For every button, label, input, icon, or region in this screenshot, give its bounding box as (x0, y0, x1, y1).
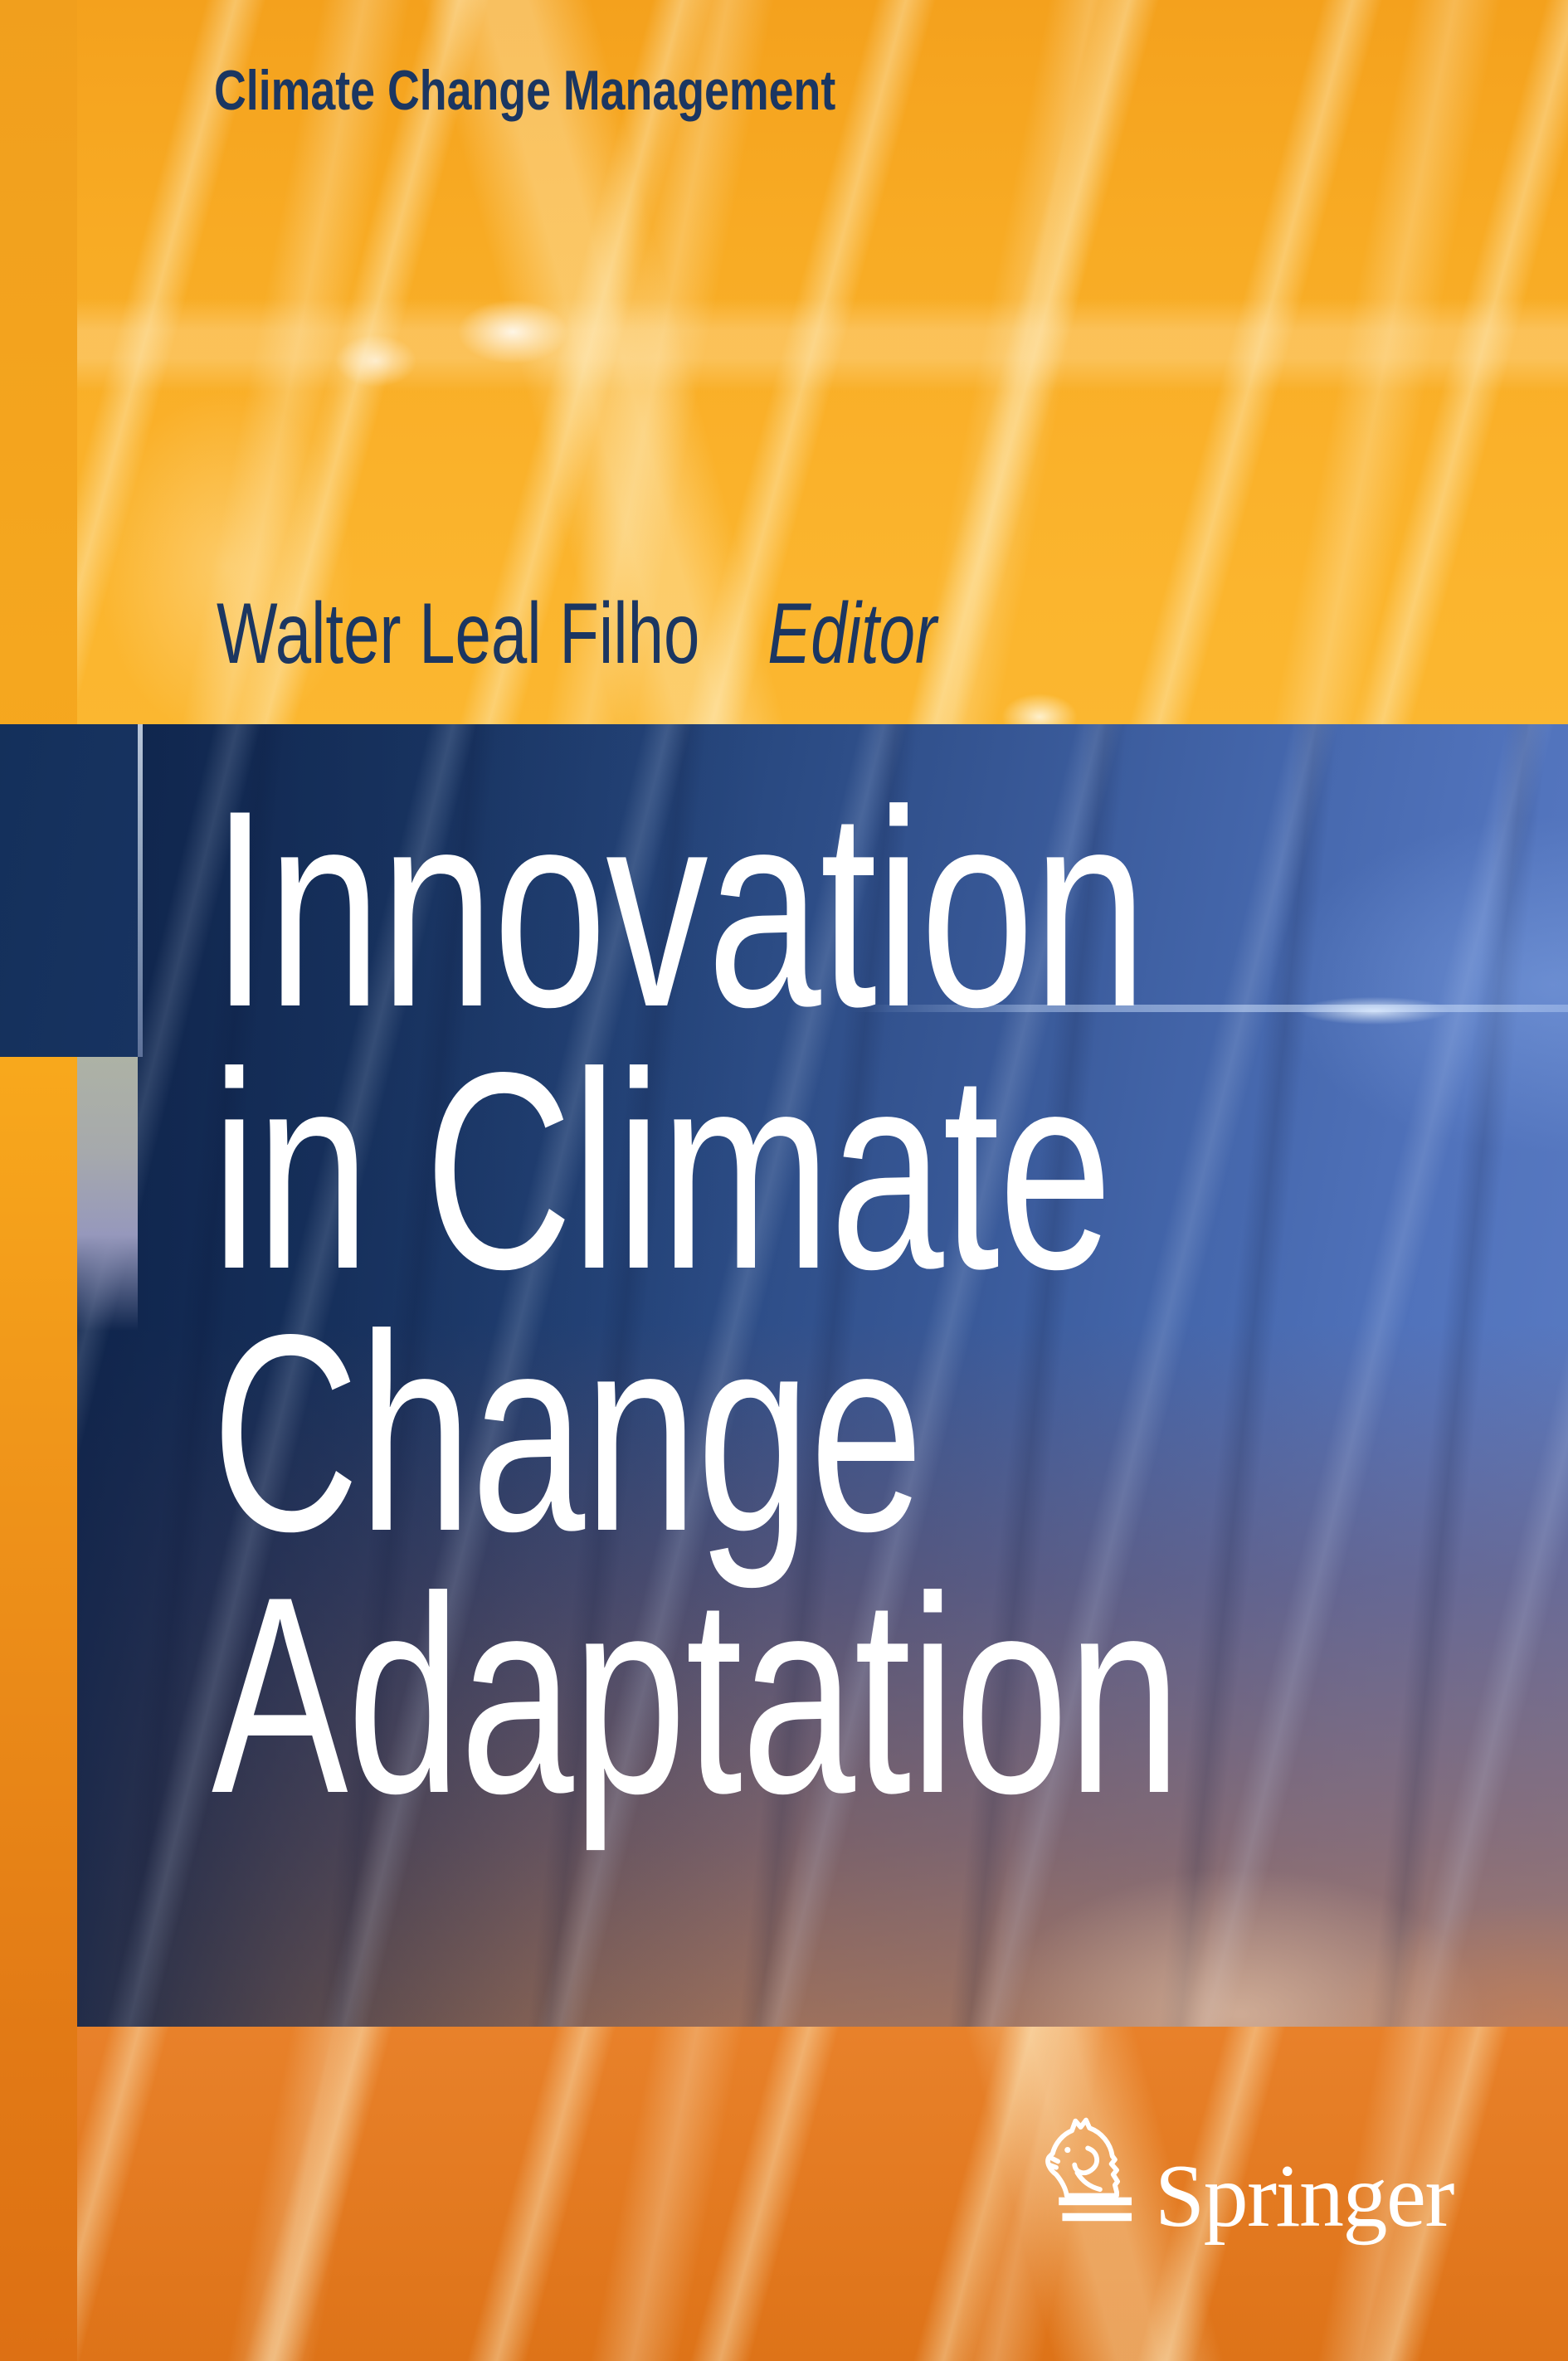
author-name: Walter Leal Filho (217, 586, 700, 682)
series-title: Climate Change Management (214, 62, 1001, 119)
book-title-line: Change (212, 1276, 923, 1589)
title-panel (77, 724, 1568, 2027)
left-accent-strip (0, 0, 77, 2361)
publisher-logo: Springer (1040, 2114, 1505, 2255)
publisher-name: Springer (1155, 2147, 1454, 2246)
springer-horse-icon (1045, 2117, 1132, 2222)
editor-role-label: Editor (767, 586, 937, 682)
panel-edge-highlight (138, 724, 143, 1057)
book-title: Innovation in Climate Change Adaptation (212, 752, 1538, 1852)
book-title-line: Innovation (212, 752, 1147, 1065)
reflection-line-decoration (852, 1005, 1568, 1012)
book-title-line: in Climate (212, 1014, 1113, 1327)
photo-blur-decoration (77, 1057, 138, 1331)
series-title-text: Climate Change Management (214, 59, 836, 122)
book-title-line: Adaptation (212, 1538, 1181, 1852)
author-line: Walter Leal Filho Editor (217, 591, 1176, 677)
navy-corner-tab (0, 724, 138, 1057)
